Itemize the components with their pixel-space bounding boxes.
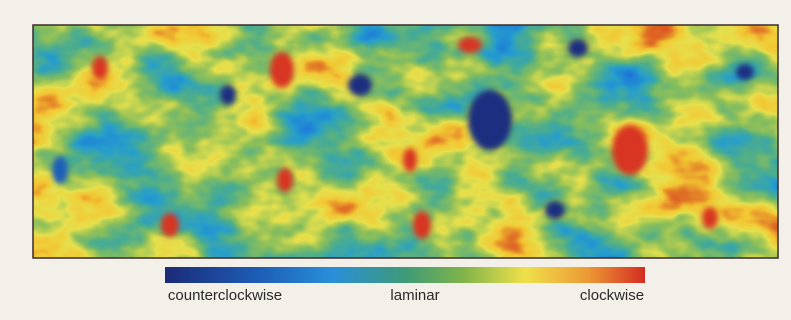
vortex [702,207,718,229]
vortex [568,39,588,57]
vortex [52,156,68,184]
vortex [403,148,417,172]
colorbar-label: clockwise [580,287,644,304]
colorbar [165,267,645,283]
vortex [545,201,565,219]
vorticity-field [33,25,778,258]
vortex [468,90,512,150]
vortex [161,213,179,237]
vortex [277,168,293,192]
vortex [270,52,294,88]
vortex [92,56,108,80]
vortex [348,74,372,96]
vortex [612,125,648,175]
colorbar-label: counterclockwise [168,287,282,304]
figure: counterclockwise laminar clockwise [0,0,791,320]
vortex [220,85,236,105]
field-noise [33,25,778,258]
vortex [413,211,431,239]
colorbar-label: laminar [390,287,439,304]
vortex [736,64,754,80]
vortex [458,37,482,53]
